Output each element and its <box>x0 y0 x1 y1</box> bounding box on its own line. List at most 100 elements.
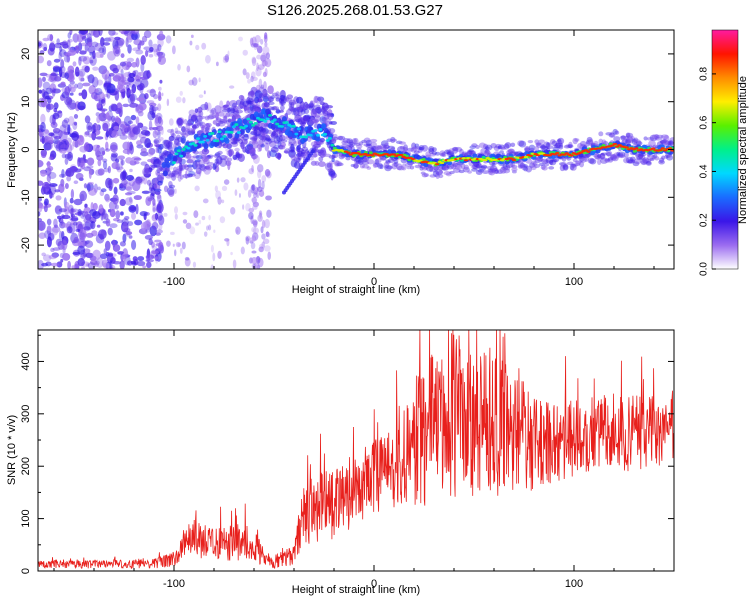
spectrogram-blob <box>237 118 243 125</box>
spectrogram-blob <box>80 160 86 170</box>
spectrogram-blob <box>484 149 490 154</box>
spectrogram-blob <box>330 174 337 179</box>
spectrogram-blob <box>643 136 648 141</box>
spectrogram-blob <box>204 101 209 111</box>
spectrogram-blob <box>251 256 258 265</box>
spectrogram-blob <box>387 158 395 164</box>
spectrogram-blob <box>117 251 125 255</box>
spectrogram-blob <box>617 151 626 158</box>
spectrogram-blob <box>579 140 587 147</box>
spectrogram-blob <box>142 265 147 269</box>
spectrogram-blob <box>318 161 326 167</box>
spectrogram-blob <box>148 54 154 58</box>
spectrogram-blob <box>41 135 45 145</box>
spectrogram-blob <box>147 158 154 163</box>
spectrogram-blob <box>208 113 216 120</box>
spectrogram-blob <box>626 135 633 143</box>
spectrogram-blob <box>261 219 266 229</box>
spectrogram-blob <box>79 50 87 55</box>
spectrogram-blob <box>598 131 604 137</box>
spectrogram-blob <box>314 111 321 118</box>
spectrogram-blob <box>264 134 271 141</box>
spectrogram-blob <box>350 163 355 168</box>
spectrogram-blob <box>136 140 143 146</box>
spectrogram-blob <box>228 113 234 118</box>
spectrogram-blob <box>158 215 165 226</box>
spectrogram-blob <box>177 136 183 143</box>
spectrogram-blob <box>237 139 244 144</box>
spectrogram-blob <box>46 103 55 110</box>
spectrogram-blob <box>199 163 206 171</box>
spectrogram-blob <box>264 42 268 47</box>
spectrogram-blob <box>308 105 314 111</box>
spectrogram-blob <box>666 154 674 161</box>
spectrogram-blob <box>96 224 101 228</box>
spectrogram-blob <box>249 146 255 154</box>
spectrogram-blob <box>413 150 420 154</box>
spectrogram-blob <box>157 210 163 221</box>
spectrogram-blob <box>245 100 252 104</box>
spectrogram-blob <box>61 119 69 128</box>
spectrogram-blob <box>380 140 389 147</box>
spectrogram-blob <box>268 96 275 103</box>
spectrogram-blob <box>114 91 120 101</box>
spectrogram-blob <box>38 220 46 232</box>
spectrogram-blob <box>242 49 248 56</box>
spectrogram-blob <box>259 93 265 99</box>
spectrogram-blob <box>129 102 138 108</box>
spectrogram-blob <box>247 145 253 150</box>
spectrogram-blob <box>193 210 199 218</box>
spectrogram-blob <box>156 194 162 200</box>
spectrogram-blob <box>668 141 674 146</box>
spectrogram-blob <box>86 263 90 267</box>
spectrogram-blob <box>66 175 72 182</box>
spectrogram-blob <box>112 67 119 74</box>
spectrogram-blob <box>496 153 502 158</box>
spectrogram-blob <box>361 139 367 144</box>
spectrogram-blob <box>319 137 325 143</box>
spectrogram-blob <box>77 208 82 217</box>
spectrogram-blob <box>654 134 660 140</box>
spectrogram-blob <box>294 112 300 119</box>
spectrogram-blob <box>224 238 230 242</box>
spectrogram-blob <box>328 169 336 176</box>
spectrogram-blob <box>62 253 71 261</box>
spectrogram-blob <box>46 226 52 232</box>
spectrogram-blob <box>162 139 169 146</box>
spectrogram-blob <box>167 145 173 152</box>
spectrogram-blob <box>69 166 78 173</box>
spectrogram-blob <box>649 134 658 142</box>
spectrogram-blob <box>363 137 371 144</box>
spectrogram-blob <box>183 118 188 125</box>
spectrogram-blob <box>163 185 169 193</box>
spectrogram-blob <box>181 132 189 138</box>
spectrogram-blob <box>574 160 583 164</box>
spectrogram-blob <box>206 225 209 231</box>
spectrogram-blob <box>538 139 545 144</box>
spectrogram-blob <box>46 160 51 169</box>
spectrogram-blob <box>235 99 242 106</box>
spectrogram-blob <box>241 104 247 110</box>
spectrogram-blob <box>127 44 132 54</box>
spectrogram-blob <box>292 140 298 147</box>
spectrogram-blob <box>160 154 168 159</box>
spectrogram-blob <box>123 123 131 132</box>
spectrogram-blob <box>170 128 175 138</box>
spectrogram-blob <box>446 149 452 155</box>
spectrogram-blob <box>186 159 194 164</box>
spectrogram-blob <box>174 213 178 220</box>
spectrogram-blob <box>275 97 280 102</box>
spectrogram-blob <box>183 128 191 133</box>
spectrogram-blob <box>234 114 241 120</box>
spectrogram-blob <box>140 147 147 153</box>
spectrogram-blob <box>98 204 104 214</box>
spectrogram-blob <box>179 90 183 96</box>
spectrogram-blob <box>38 180 44 186</box>
spectrogram-blob <box>361 160 370 165</box>
snr-y-tick-label: 100 <box>20 509 32 527</box>
spectrogram-blob <box>573 162 581 167</box>
spectrogram-blob <box>256 89 261 93</box>
spectrogram-blob <box>507 148 515 155</box>
spectrogram-blob <box>663 134 670 142</box>
spectrogram-blob <box>489 165 498 172</box>
